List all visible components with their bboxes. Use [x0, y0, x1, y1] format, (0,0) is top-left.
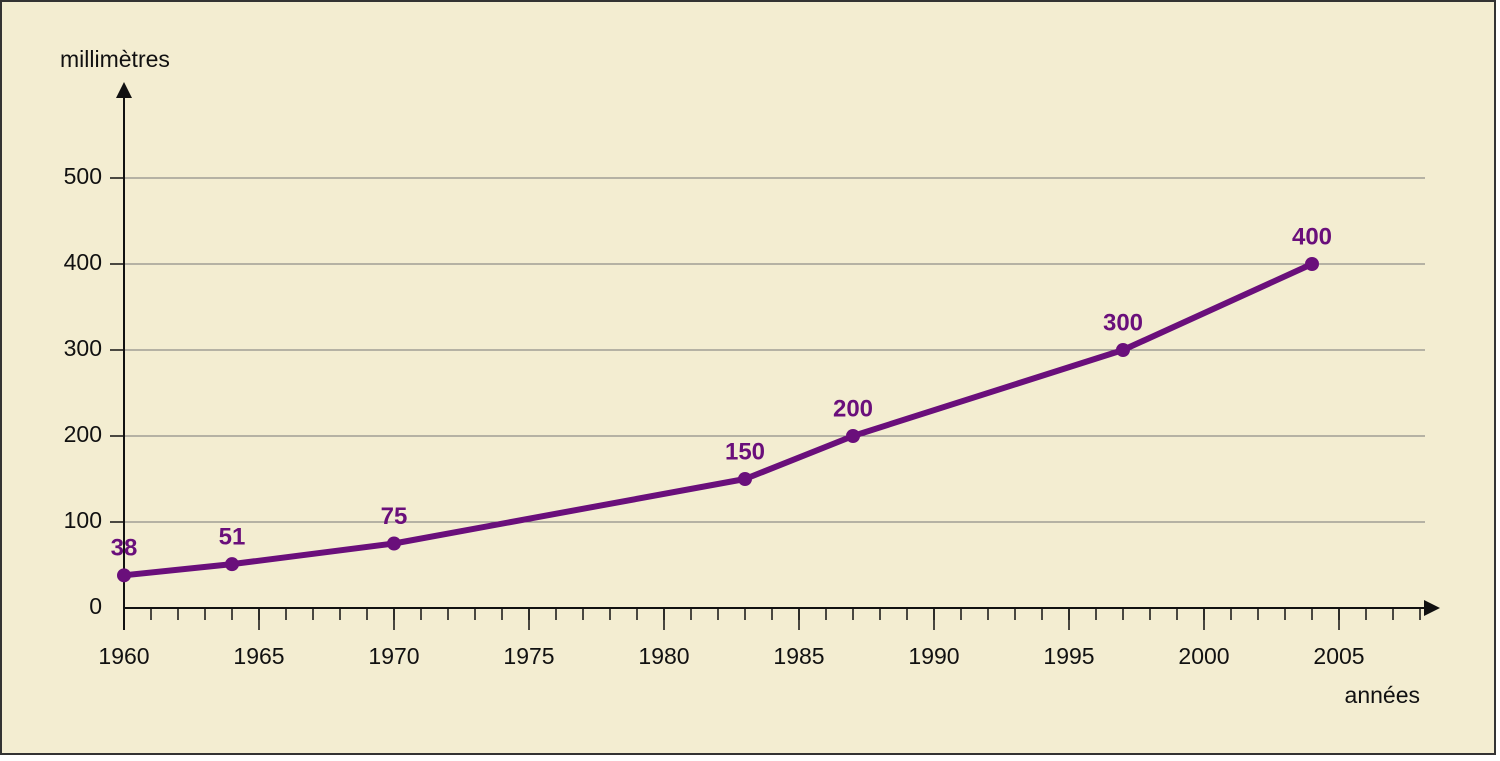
x-tick-label: 1980 [638, 643, 689, 669]
data-label: 38 [111, 535, 138, 562]
point [846, 429, 860, 443]
x-tick-label: 1995 [1043, 643, 1094, 669]
point [1116, 343, 1130, 357]
x-tick-label: 1990 [908, 643, 959, 669]
y-tick-label: 100 [64, 507, 102, 533]
data-label: 300 [1103, 309, 1143, 336]
x-tick-label: 1965 [233, 643, 284, 669]
x-tick-label: 1975 [503, 643, 554, 669]
data-label: 75 [381, 503, 408, 530]
y-axis-label: millimètres [60, 46, 170, 72]
point [738, 472, 752, 486]
point [387, 536, 401, 551]
x-tick-label: 1985 [773, 643, 824, 669]
y-tick-label: 400 [64, 249, 102, 275]
point [225, 557, 239, 572]
data-label: 150 [725, 438, 765, 465]
point [117, 568, 131, 583]
y-axis-arrow [116, 82, 132, 98]
point [1305, 257, 1319, 271]
x-tick-label: 2000 [1178, 643, 1229, 669]
y-tick-label: 0 [89, 593, 102, 619]
x-tick-label: 2005 [1313, 643, 1364, 669]
y-tick-label: 500 [64, 163, 102, 189]
x-axis-arrow [1424, 600, 1440, 616]
x-tick-label: 1960 [98, 643, 149, 669]
y-tick-label: 200 [64, 421, 102, 447]
x-tick-label: 1970 [368, 643, 419, 669]
data-label: 400 [1292, 223, 1332, 250]
x-axis-label: années [1345, 682, 1420, 708]
data-label: 51 [219, 523, 246, 550]
y-tick-label: 300 [64, 335, 102, 361]
data-label: 200 [833, 395, 873, 422]
